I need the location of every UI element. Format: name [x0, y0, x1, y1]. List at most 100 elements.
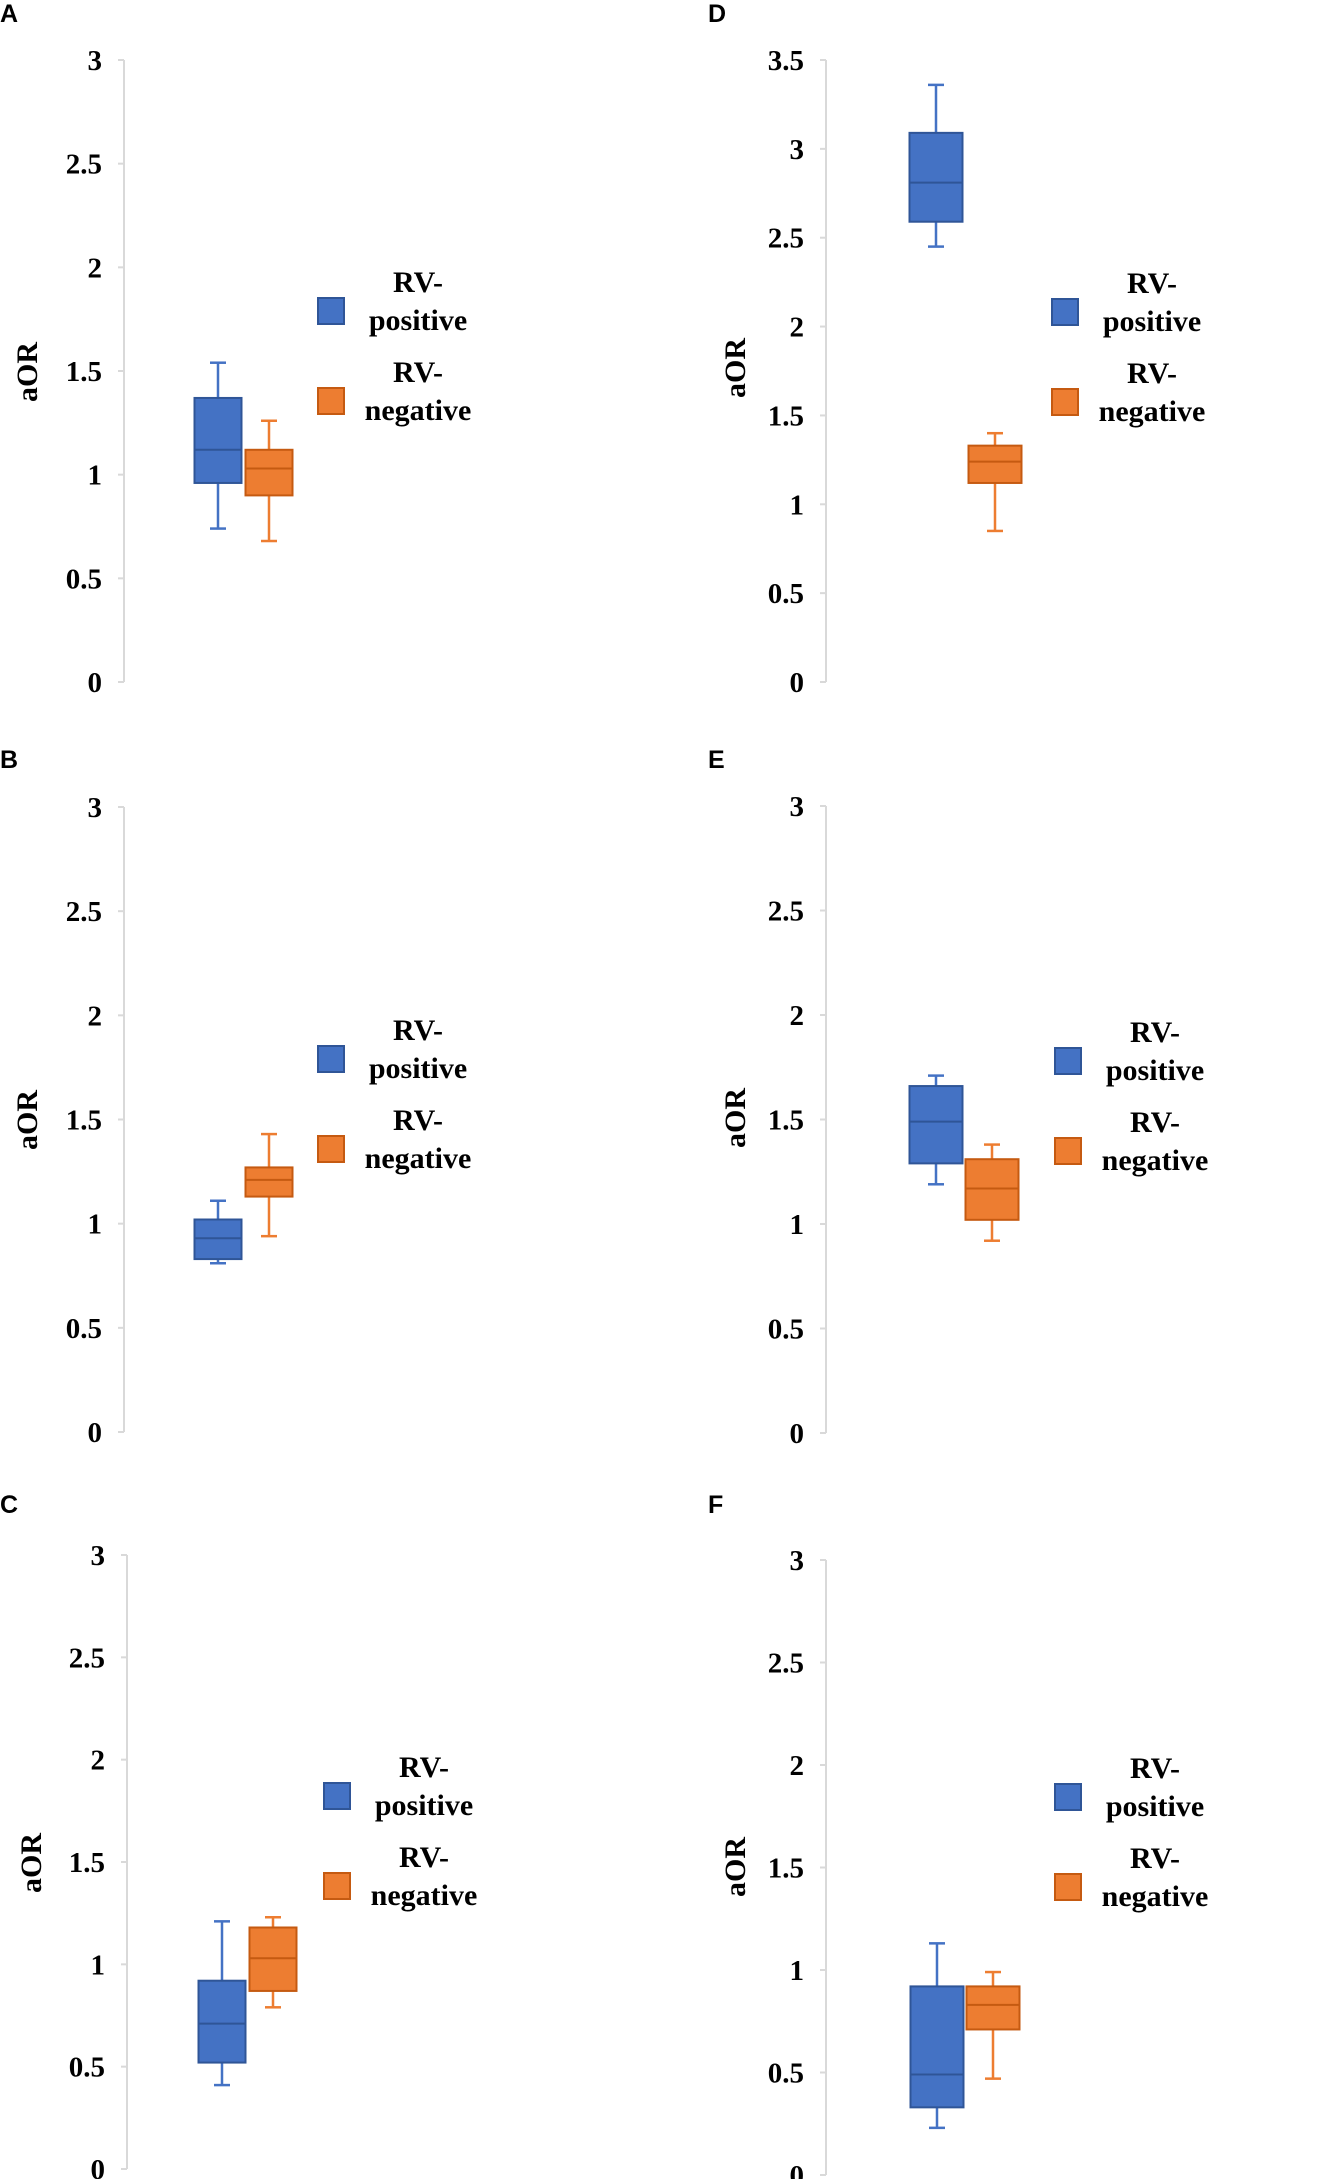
y-tick-label: 2.5 [66, 149, 102, 181]
legend-label: RV- [1130, 1842, 1180, 1875]
y-tick-label: 3 [88, 792, 103, 824]
iqr-box [965, 1985, 1021, 2031]
legend: RV-positive RV-negative [317, 1014, 472, 1175]
y-tick-label: 0.5 [768, 1314, 804, 1346]
box-rv-negative [965, 1970, 1021, 2080]
iqr-box [193, 396, 243, 484]
iqr-box [244, 1166, 294, 1198]
y-tick-label: 0 [790, 667, 805, 699]
box-rv-positive [908, 83, 964, 248]
y-tick-label: 0.5 [69, 2052, 105, 2084]
y-tick-label: 1 [790, 1209, 805, 1241]
box-rv-negative [967, 431, 1023, 533]
legend-label: RV- [399, 1841, 449, 1874]
legend-label: RV- [1130, 1752, 1180, 1785]
legend-swatch [317, 297, 345, 325]
y-tick-label: 2 [790, 312, 805, 344]
y-tick-label: 0.5 [768, 578, 804, 610]
legend: RV-positive RV-negative [1051, 267, 1206, 428]
iqr-box [193, 1218, 243, 1261]
legend-label: positive [369, 304, 467, 337]
y-tick-label: 2.5 [66, 896, 102, 928]
legend-label: negative [1099, 395, 1206, 428]
iqr-box [248, 1926, 298, 1992]
legend-label: RV- [393, 1014, 443, 1047]
y-tick-label: 1.5 [768, 400, 804, 432]
y-tick-label: 0 [790, 2160, 805, 2179]
legend-label: negative [1102, 1880, 1209, 1913]
y-tick-label: 2.5 [768, 1648, 804, 1680]
panel-e: E 0 0.5 1 1.5 2 2.5 3 aOR RV-positive RV-negative [708, 746, 1208, 1450]
legend-label: RV- [393, 1104, 443, 1137]
y-tick-label: 1.5 [768, 1853, 804, 1885]
panel-f: F 0 0.5 1 1.5 2 2.5 3 aOR RV-positive RV-negative [708, 1491, 1208, 2179]
y-tick-label: 1 [91, 1949, 106, 1981]
y-tick-label: 1.5 [66, 356, 102, 388]
box-rv-positive [909, 1942, 965, 2130]
box-rv-positive [193, 361, 243, 530]
legend-swatch [1054, 1783, 1082, 1811]
panel-letter: B [0, 746, 18, 774]
y-tick-label: 0.5 [66, 1313, 102, 1345]
y-axis-label: aOR [719, 1088, 752, 1148]
legend-swatch [1051, 298, 1079, 326]
legend-swatch [1051, 388, 1079, 416]
y-tick-label: 0.5 [66, 563, 102, 595]
y-tick-label: 2 [790, 1750, 805, 1782]
legend-label: negative [365, 1142, 472, 1175]
box-rv-positive [197, 1920, 247, 2087]
y-tick-label: 2 [88, 252, 103, 284]
y-tick-label: 2 [790, 1000, 805, 1032]
box-rv-negative [964, 1143, 1020, 1242]
box-rv-positive [908, 1074, 964, 1186]
legend: RV-positive RV-negative [1054, 1752, 1209, 1913]
y-tick-label: 0 [91, 2154, 106, 2179]
panel-a: A 0 0.5 1 1.5 2 2.5 3 aOR RV-positive RV-negative [0, 0, 471, 699]
iqr-box [244, 448, 294, 497]
legend-swatch [317, 1135, 345, 1163]
y-tick-label: 3 [790, 791, 805, 823]
panel-letter: C [0, 1491, 18, 1519]
legend-swatch [1054, 1873, 1082, 1901]
legend-label: positive [1106, 1054, 1204, 1087]
y-tick-label: 1 [790, 1955, 805, 1987]
legend-label: RV- [393, 266, 443, 299]
y-tick-label: 0 [88, 1417, 103, 1449]
y-tick-label: 3 [790, 1545, 805, 1577]
y-axis-label: aOR [11, 342, 44, 402]
panel-c: C 0 0.5 1 1.5 2 2.5 3 aOR RV-positive RV-negative [0, 1491, 477, 2179]
legend-swatch [323, 1782, 351, 1810]
panel-letter: D [708, 0, 726, 28]
legend: RV-positive RV-negative [323, 1751, 478, 1912]
legend-label: negative [371, 1879, 478, 1912]
y-tick-label: 1 [790, 489, 805, 521]
legend-label: RV- [1130, 1106, 1180, 1139]
legend-label: RV- [1127, 267, 1177, 300]
legend-label: RV- [1127, 357, 1177, 390]
y-tick-label: 2.5 [768, 896, 804, 928]
panel-letter: A [0, 0, 18, 28]
y-tick-label: 2 [91, 1745, 106, 1777]
y-tick-label: 3 [790, 134, 805, 166]
y-tick-label: 3.5 [768, 45, 804, 77]
panel-d: D 0 0.5 1 1.5 2 2.5 3 3.5 aOR RV-positive RV-negati… [708, 0, 1205, 699]
y-tick-label: 2.5 [69, 1642, 105, 1674]
panel-b: B 0 0.5 1 1.5 2 2.5 3 aOR RV-positive RV-negative [0, 746, 471, 1449]
y-axis-label: aOR [15, 1833, 48, 1893]
legend-label: positive [369, 1052, 467, 1085]
y-tick-label: 1 [88, 460, 103, 492]
y-tick-label: 1.5 [66, 1105, 102, 1137]
legend: RV-positive RV-negative [1054, 1016, 1208, 1177]
y-tick-label: 2.5 [768, 223, 804, 255]
iqr-box [967, 444, 1023, 484]
legend-label: positive [1106, 1790, 1204, 1823]
box-rv-positive [193, 1199, 243, 1265]
panel-letter: E [708, 746, 725, 774]
y-tick-label: 0.5 [768, 2058, 804, 2090]
y-tick-label: 3 [88, 45, 103, 77]
box-rv-negative [248, 1916, 298, 2009]
y-tick-label: 0 [790, 1418, 805, 1450]
y-axis-label: aOR [719, 1837, 752, 1897]
